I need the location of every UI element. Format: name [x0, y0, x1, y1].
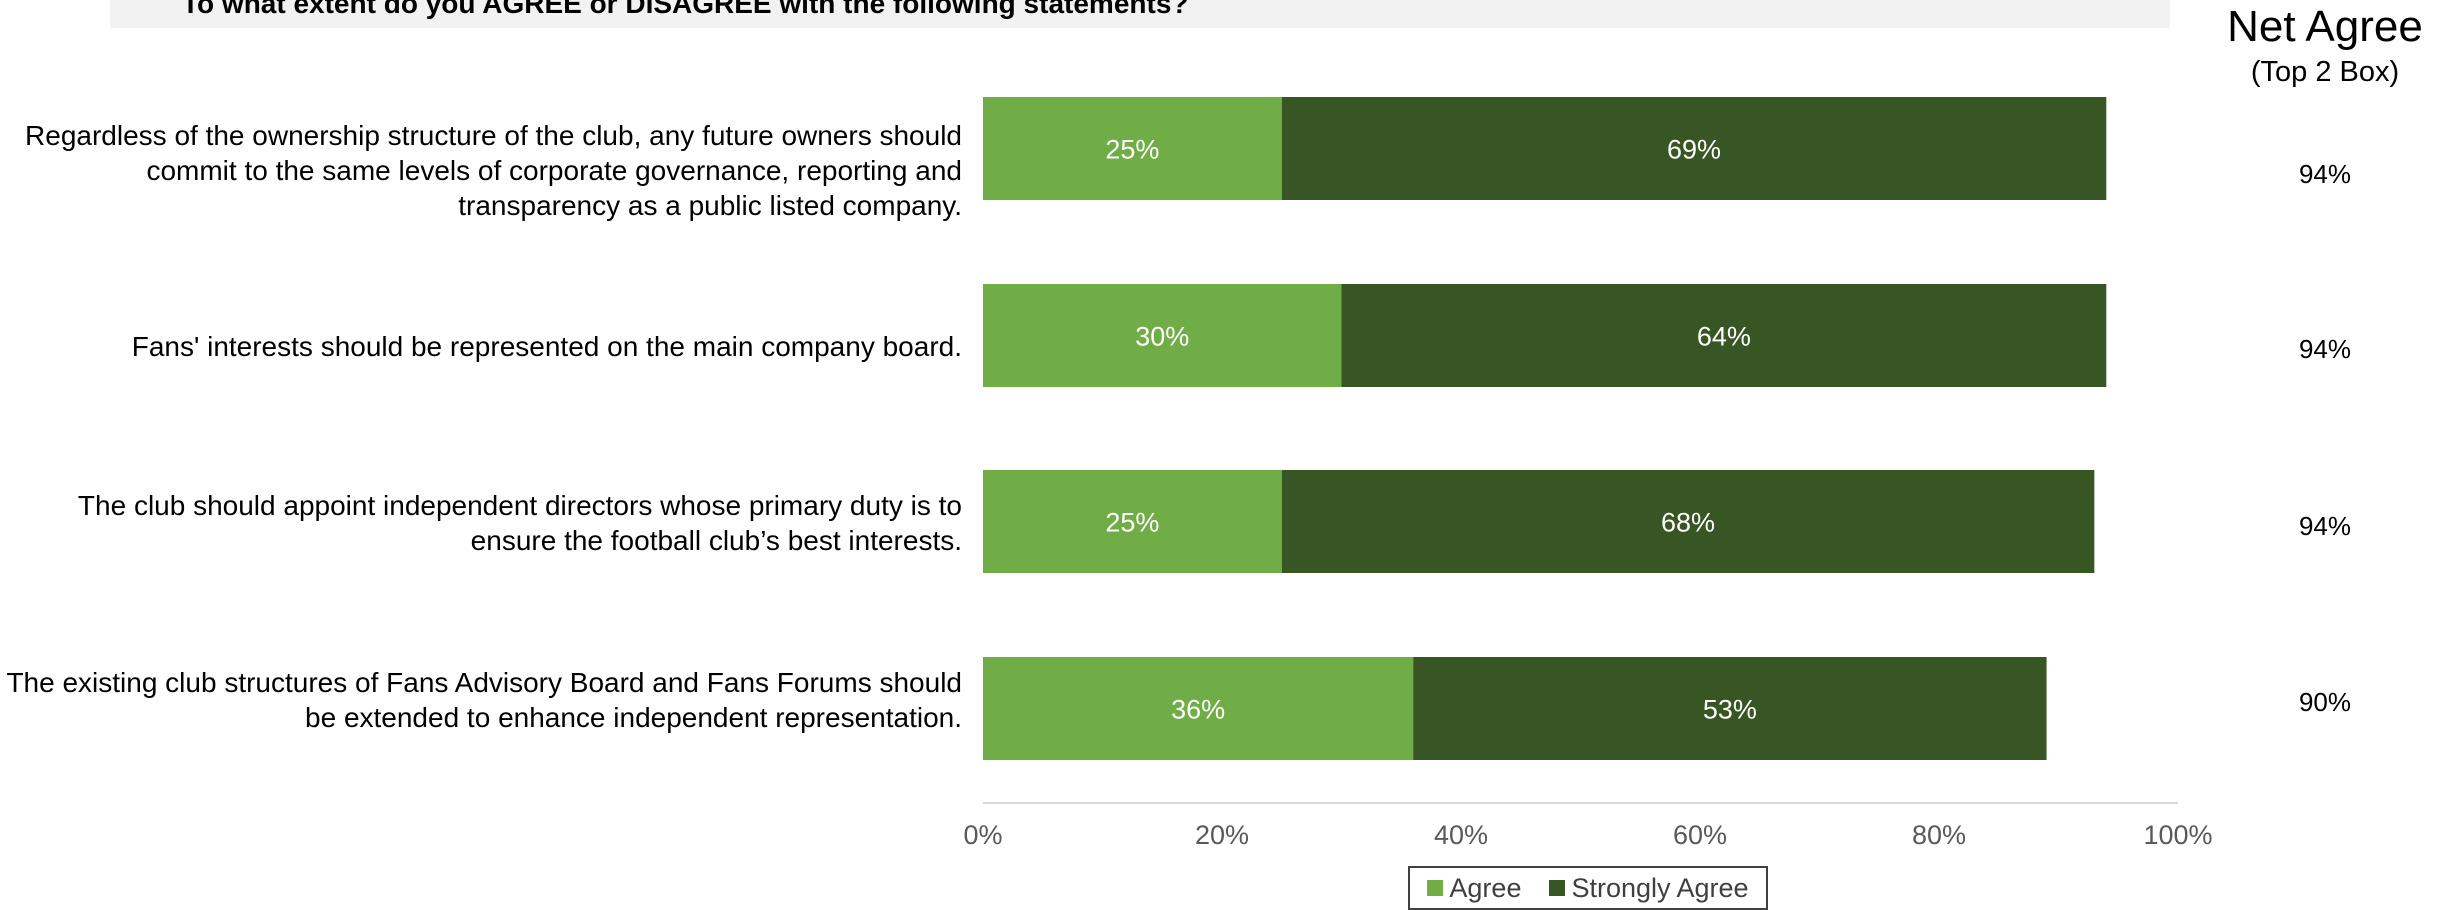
legend-swatch-agree: [1427, 880, 1444, 896]
legend-entry-agree: Agree: [1427, 873, 1521, 904]
x-tick-label-0: 0%: [963, 820, 1002, 850]
x-tick-label-40: 40%: [1434, 820, 1488, 850]
bar-strongly-agree-4: [1413, 657, 2047, 760]
x-tick-label-80: 80%: [1912, 820, 1966, 850]
legend-label-strongly-agree: Strongly Agree: [1571, 872, 1749, 903]
statement-label-3: The club should appoint independent dire…: [77, 490, 962, 556]
net-agree-subtitle: (Top 2 Box): [2250, 56, 2400, 88]
bar-agree-2: [983, 284, 1342, 387]
question-banner: To what extent do you AGREE or DISAGREE …: [110, 0, 2170, 28]
bar-label-agree-3: 25%: [1105, 508, 1159, 538]
x-tick-label-60: 60%: [1673, 820, 1727, 850]
x-tick-label-100: 100%: [2143, 820, 2212, 850]
bar-agree-3: [983, 470, 1282, 573]
bar-agree-4: [983, 657, 1414, 760]
legend-entry-strongly-agree: Strongly Agree: [1549, 872, 1749, 904]
net-agree-value-2: 94%: [2298, 334, 2352, 364]
statement-label-2: Fans' interests should be represented on…: [131, 331, 962, 362]
legend-label-agree: Agree: [1449, 872, 1522, 903]
bar-strongly-agree-3: [1281, 470, 2095, 573]
bar-chart-plot: 25% 69% 30% 64% 25% 68% 36% 53% 0% 20% 40% 60% 80% 10…: [963, 97, 2213, 850]
statement-label-1: Regardless of the ownership structure of…: [25, 120, 962, 221]
bar-label-strongly-agree-2: 64%: [1697, 322, 1751, 352]
x-tick-label-20: 20%: [1195, 820, 1249, 850]
bar-label-strongly-agree-4: 53%: [1703, 695, 1757, 725]
statement-label-4: The existing club structures of Fans Adv…: [6, 667, 962, 733]
net-agree-value-4: 90%: [2298, 687, 2352, 717]
chart-legend: Agree Strongly Agree: [1408, 866, 1768, 910]
bar-label-strongly-agree-3: 68%: [1661, 508, 1715, 538]
bar-label-agree-2: 30%: [1135, 322, 1189, 352]
legend-swatch-strongly-agree: [1549, 880, 1566, 896]
net-agree-title: Net Agree: [2227, 2, 2423, 51]
bar-label-agree-4: 36%: [1171, 695, 1225, 725]
net-agree-value-1: 94%: [2298, 159, 2352, 189]
bar-strongly-agree-1: [1281, 97, 2107, 200]
bar-label-agree-1: 25%: [1105, 135, 1159, 165]
question-text: To what extent do you AGREE or DISAGREE …: [182, 0, 1189, 19]
bar-label-strongly-agree-1: 69%: [1667, 135, 1721, 165]
net-agree-value-3: 94%: [2298, 511, 2352, 541]
bar-strongly-agree-2: [1341, 284, 2107, 387]
bar-agree-1: [983, 97, 1282, 200]
